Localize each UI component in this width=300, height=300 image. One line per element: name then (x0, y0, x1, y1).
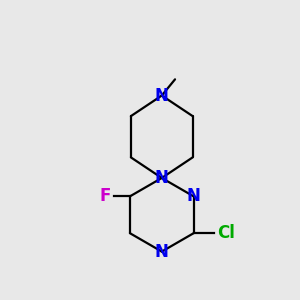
Text: Cl: Cl (217, 224, 235, 242)
Text: N: N (155, 243, 169, 261)
Text: N: N (155, 86, 169, 104)
Text: N: N (155, 169, 169, 187)
Text: F: F (99, 188, 111, 206)
Text: N: N (187, 188, 201, 206)
